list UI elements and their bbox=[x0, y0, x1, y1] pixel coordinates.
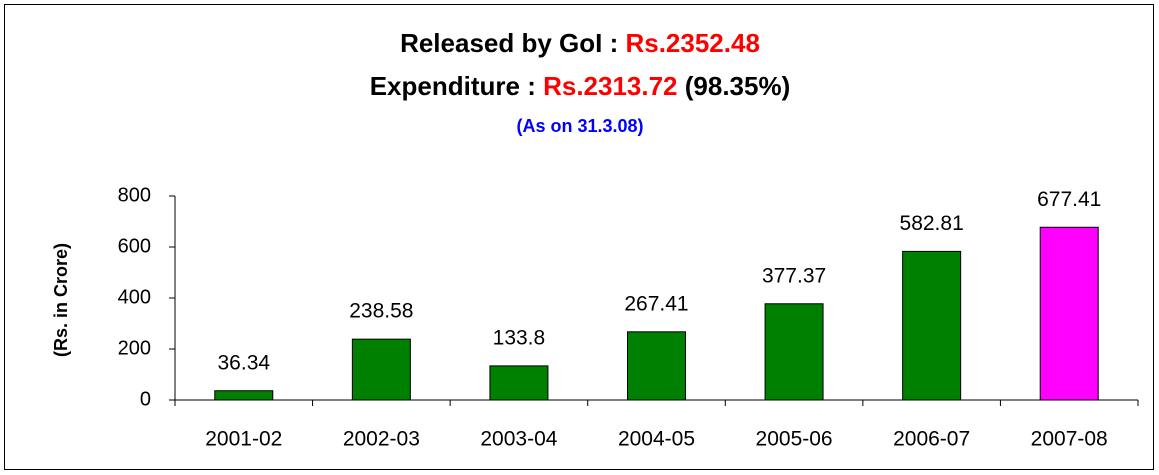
chart-title: Released by GoI : Rs.2352.48 bbox=[400, 28, 760, 58]
chart-border bbox=[4, 4, 1154, 470]
data-label: 238.58 bbox=[349, 300, 413, 323]
x-tick-label: 2007-08 bbox=[1031, 428, 1108, 451]
bar bbox=[489, 365, 549, 401]
x-tick-label: 2003-04 bbox=[480, 428, 557, 451]
bar bbox=[627, 331, 686, 401]
bar bbox=[902, 250, 962, 401]
chart-title: Expenditure : Rs.2313.72 (98.35%) bbox=[370, 71, 791, 101]
title-part: Expenditure : bbox=[370, 71, 543, 101]
x-tick-label: 2006-07 bbox=[893, 428, 970, 451]
data-label: 377.37 bbox=[762, 264, 826, 287]
title-part: (98.35%) bbox=[678, 71, 791, 101]
title-part: Rs.2313.72 bbox=[543, 71, 677, 101]
x-tick-label: 2001-02 bbox=[205, 428, 282, 451]
title-part: Rs.2352.48 bbox=[625, 28, 759, 58]
y-tick-label: 800 bbox=[118, 184, 151, 206]
bar bbox=[1039, 226, 1099, 401]
y-tick-label: 200 bbox=[118, 337, 151, 359]
bar bbox=[214, 390, 274, 401]
y-tick-label: 400 bbox=[118, 286, 151, 308]
y-tick-label: 0 bbox=[140, 388, 151, 410]
bar bbox=[764, 303, 824, 401]
data-label: 677.41 bbox=[1037, 188, 1101, 211]
data-label: 36.34 bbox=[218, 351, 271, 374]
x-tick-label: 2005-06 bbox=[756, 428, 833, 451]
data-label: 267.41 bbox=[624, 292, 688, 315]
x-tick-label: 2004-05 bbox=[618, 428, 695, 451]
y-tick-label: 600 bbox=[118, 235, 151, 257]
bar bbox=[351, 338, 411, 401]
chart-subtitle: (As on 31.3.08) bbox=[516, 116, 643, 136]
data-label: 133.8 bbox=[493, 326, 546, 349]
data-label: 582.81 bbox=[900, 212, 964, 235]
title-part: Released by GoI : bbox=[400, 28, 625, 58]
y-axis-label: (Rs. in Crore) bbox=[51, 243, 71, 357]
x-tick-label: 2002-03 bbox=[343, 428, 420, 451]
